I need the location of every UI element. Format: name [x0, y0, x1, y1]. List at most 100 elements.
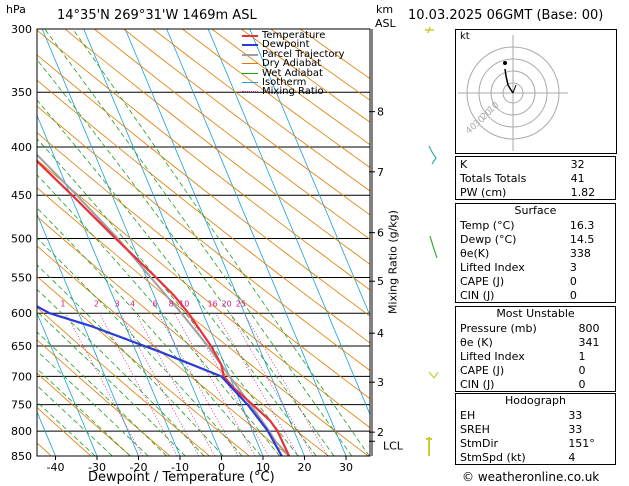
dry-adiabat-line	[37, 132, 370, 400]
temperature-tick-label: 10	[256, 461, 270, 474]
km-tick-label: 8	[377, 106, 384, 119]
dry-adiabat-line	[64, 29, 370, 265]
surface-row: Dewp (°C) 14.5	[460, 232, 595, 246]
indices-panel: K 32 Totals Totals 41 PW (cm) 1.82	[455, 156, 616, 200]
dry-adiabat-line	[37, 275, 250, 456]
parcel-trajectory-line	[37, 153, 290, 456]
pressure-tick-label: 650	[11, 340, 32, 353]
pressure-tick-label: 800	[11, 425, 32, 438]
wet-adiabat-line	[37, 331, 167, 456]
x-axis-title: Dewpoint / Temperature (°C)	[88, 470, 275, 485]
index-label: PW (cm)	[460, 185, 507, 199]
plot-frame	[36, 28, 371, 457]
wet-adiabat-line	[37, 138, 299, 456]
dry-adiabat-line	[37, 159, 370, 429]
isotherm-line	[249, 29, 370, 317]
index-row: PW (cm) 1.82	[456, 185, 615, 199]
pressure-tick-label: 750	[11, 399, 32, 412]
mixing-ratio-label: 2	[94, 300, 99, 309]
dewpoint-line	[37, 305, 283, 456]
temperature-tick-label: 0	[218, 461, 225, 474]
mixing-ratio-label: 16	[208, 300, 218, 309]
mu-row: Lifted Index 1	[460, 349, 586, 363]
mu-row: Pressure (mb) 800	[460, 321, 600, 335]
pressure-tick-label: 300	[11, 23, 32, 36]
wet-adiabat-line	[44, 29, 353, 456]
hodograph-plot	[458, 35, 568, 151]
pressure-tick-label: 550	[11, 272, 32, 285]
legend: Temperature Dewpoint Parcel Trajectory D…	[240, 31, 370, 97]
legend-item-wet-adiabat: Wet Adiabat	[240, 68, 370, 78]
km-tick-label: 5	[377, 275, 384, 288]
datetime-label: 10.03.2025 06GMT (Base: 00)	[408, 8, 604, 23]
wet-adiabat-line	[37, 288, 205, 456]
mixing-ratio-label: 25	[236, 300, 246, 309]
isotherm-line	[41, 29, 222, 456]
dry-adiabat-line	[37, 339, 171, 456]
isotherm-line	[37, 213, 139, 456]
mixing-ratio-line	[243, 313, 329, 456]
dry-adiabat-line	[152, 29, 370, 192]
temperature-line	[37, 159, 291, 456]
wet-adiabat-line	[37, 368, 131, 456]
hodograph-table-title: Hodograph	[505, 394, 566, 407]
index-row: K 32	[456, 157, 615, 171]
pressure-tick-label: 600	[11, 307, 32, 320]
location-title: 14°35'N 269°31'W 1469m ASL	[57, 8, 257, 23]
wind-barb	[428, 371, 439, 380]
km-unit-label: km	[376, 3, 394, 16]
mu-row: CAPE (J) 0	[460, 363, 586, 377]
isotherm-line	[166, 29, 347, 456]
temperature-tick-label: -30	[88, 461, 106, 474]
surface-row: CIN (J) 0	[460, 288, 577, 302]
wet-adiabat-line	[37, 385, 113, 456]
dry-adiabat-line	[123, 29, 370, 216]
dry-adiabat-line	[211, 29, 370, 146]
mixing-ratio-line	[157, 313, 239, 456]
surface-row: Temp (°C) 16.3	[460, 218, 595, 232]
temperature-tick-label: -10	[171, 461, 189, 474]
wet-adiabat-line	[37, 350, 149, 456]
dry-adiabat-line	[37, 105, 370, 371]
km-tick-label: 6	[377, 227, 384, 240]
isotherm-line	[124, 29, 305, 456]
pressure-unit-label: hPa	[6, 3, 26, 16]
pressure-tick-label: 400	[11, 141, 32, 154]
index-value: 1.82	[570, 185, 596, 199]
wind-barb	[426, 437, 432, 456]
surface-row: CAPE (J) 0	[460, 274, 577, 288]
surface-row: θe(K) 338	[460, 246, 591, 260]
index-value: 41	[570, 171, 585, 185]
isotherm-line	[37, 114, 181, 456]
isotherm-line	[83, 29, 264, 456]
lcl-label: LCL	[383, 439, 404, 452]
hodograph-table-panel: Hodograph EH 33 SREH 33 StmDir 151° StmSpd …	[455, 393, 616, 465]
legend-item-dry-adiabat: Dry Adiabat	[240, 59, 370, 69]
mixing-ratio-label: 10	[179, 300, 189, 309]
wind-barb	[428, 145, 437, 165]
dry-adiabat-line	[37, 29, 370, 291]
wet-adiabat-line	[72, 29, 370, 456]
index-label: Totals Totals	[460, 171, 527, 185]
dry-adiabat-line	[182, 29, 370, 169]
legend-item-dewpoint: Dewpoint	[240, 40, 370, 50]
wet-adiabat-line	[37, 174, 280, 456]
pressure-tick-label: 500	[11, 232, 32, 245]
wet-adiabat-line	[37, 311, 186, 456]
mixing-ratio-label: 6	[152, 300, 157, 309]
km-tick-label: 7	[377, 166, 384, 179]
dry-adiabat-line	[37, 79, 370, 344]
wet-adiabat-line	[37, 401, 96, 456]
dry-adiabat-line	[37, 406, 92, 456]
most-unstable-title: Most Unstable	[496, 307, 575, 320]
copyright: © weatheronline.co.uk	[462, 470, 600, 484]
dry-adiabat-line	[37, 307, 210, 456]
mu-row: θe (K) 341	[460, 335, 600, 349]
wind-barb	[425, 26, 434, 34]
most-unstable-panel: Most Unstable Pressure (mb) 800 θe (K) 341…	[455, 306, 616, 392]
index-value: 32	[570, 157, 585, 171]
dry-adiabat-line	[37, 372, 131, 456]
mixing-ratio-label: 4	[130, 300, 135, 309]
hodograph-unit: kt	[460, 31, 470, 42]
